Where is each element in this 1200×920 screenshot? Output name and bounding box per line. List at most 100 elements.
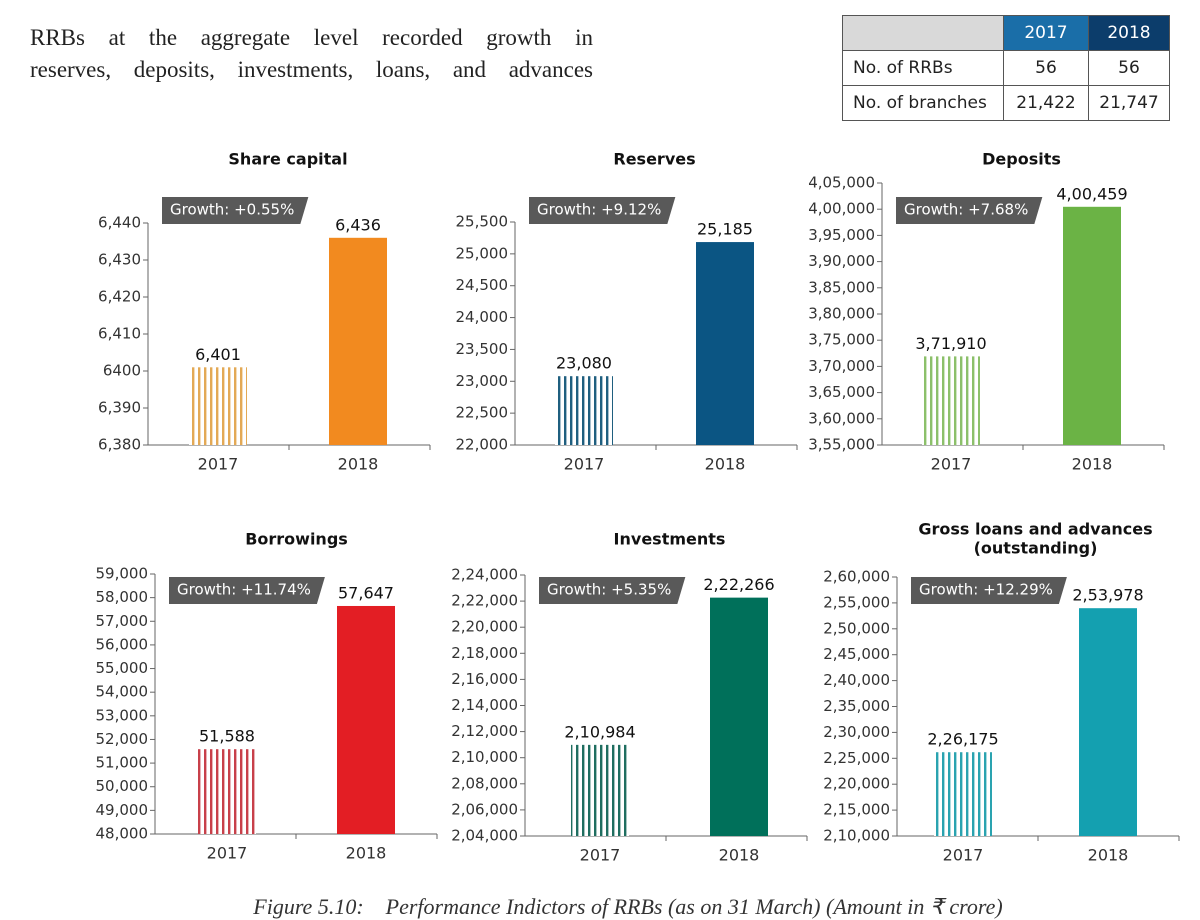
annotation-box xyxy=(529,197,676,224)
caption-label: Figure 5.10: xyxy=(253,894,364,919)
y-tick-label: 2,25,000 xyxy=(823,749,890,767)
value-label: 2,26,175 xyxy=(927,730,998,749)
y-tick-label: 2,15,000 xyxy=(823,801,890,819)
value-label: 57,647 xyxy=(338,583,394,602)
chart-title: Reserves xyxy=(613,150,695,169)
y-tick-label: 6400 xyxy=(103,362,141,380)
y-tick-label: 2,55,000 xyxy=(823,593,890,611)
y-tick-label: 4,05,000 xyxy=(808,174,875,192)
chart-title: Deposits xyxy=(982,150,1061,169)
annotation-box xyxy=(162,197,309,224)
value-label: 3,71,910 xyxy=(915,334,986,353)
x-tick-label: 2018 xyxy=(338,455,379,474)
y-tick-label: 2,50,000 xyxy=(823,619,890,637)
y-tick-label: 25,500 xyxy=(456,213,509,231)
chart-title: (outstanding) xyxy=(974,539,1098,558)
y-tick-label: 57,000 xyxy=(96,612,149,630)
caption-text: Performance Indictors of RRBs (as on 31 … xyxy=(385,894,1003,919)
y-tick-label: 2,10,000 xyxy=(451,748,518,766)
bar xyxy=(934,752,992,836)
bar xyxy=(696,242,754,445)
value-label: 51,588 xyxy=(199,727,255,746)
y-tick-label: 2,24,000 xyxy=(451,566,518,584)
x-tick-label: 2017 xyxy=(207,844,248,863)
value-label: 2,53,978 xyxy=(1072,586,1143,605)
y-tick-label: 2,45,000 xyxy=(823,645,890,663)
annotation-box xyxy=(911,577,1067,604)
header-cell: 2018 xyxy=(1088,15,1170,51)
paragraph-line: RRBs at the aggregate level recorded gro… xyxy=(30,25,593,50)
y-tick-label: 6,430 xyxy=(98,251,141,269)
y-tick-label: 49,000 xyxy=(96,801,149,819)
y-tick-label: 24,500 xyxy=(456,276,509,294)
y-tick-label: 3,80,000 xyxy=(808,305,875,323)
y-tick-label: 3,75,000 xyxy=(808,331,875,349)
x-tick-label: 2017 xyxy=(564,455,605,474)
bar xyxy=(922,356,980,445)
chart-title: Borrowings xyxy=(245,530,348,549)
y-tick-label: 23,000 xyxy=(456,372,509,390)
y-tick-label: 6,440 xyxy=(98,214,141,232)
value-label: 2,22,266 xyxy=(703,575,774,594)
y-tick-label: 2,10,000 xyxy=(823,827,890,845)
annotation: Growth: +0.55% xyxy=(170,201,294,219)
header-cell: 2017 xyxy=(1003,15,1089,51)
annotation: Growth: +7.68% xyxy=(904,201,1028,219)
row-label: No. of RRBs xyxy=(842,50,1004,86)
y-tick-label: 2,08,000 xyxy=(451,774,518,792)
y-tick-label: 3,70,000 xyxy=(808,357,875,375)
x-tick-label: 2017 xyxy=(580,846,621,865)
y-tick-label: 4,00,000 xyxy=(808,200,875,218)
annotation-box xyxy=(539,577,686,604)
annotation: Growth: +11.74% xyxy=(177,581,311,599)
y-tick-label: 2,40,000 xyxy=(823,671,890,689)
y-tick-label: 3,65,000 xyxy=(808,383,875,401)
y-tick-label: 54,000 xyxy=(96,683,149,701)
x-tick-label: 2017 xyxy=(931,455,972,474)
y-tick-label: 2,14,000 xyxy=(451,696,518,714)
y-tick-label: 2,12,000 xyxy=(451,722,518,740)
bar xyxy=(1079,608,1137,836)
value-label: 6,436 xyxy=(335,215,381,234)
value-label: 25,185 xyxy=(697,220,753,239)
x-tick-label: 2018 xyxy=(1072,455,1113,474)
header-cell xyxy=(842,15,1004,51)
chart-title: Gross loans and advances xyxy=(918,520,1152,539)
y-tick-label: 2,60,000 xyxy=(823,568,890,586)
y-tick-label: 2,04,000 xyxy=(451,827,518,845)
y-tick-label: 2,16,000 xyxy=(451,670,518,688)
y-tick-label: 51,000 xyxy=(96,754,149,772)
y-tick-label: 3,55,000 xyxy=(808,436,875,454)
y-tick-label: 50,000 xyxy=(96,777,149,795)
y-tick-label: 2,30,000 xyxy=(823,723,890,741)
y-tick-label: 24,000 xyxy=(456,308,509,326)
chart-title: Investments xyxy=(614,530,726,549)
x-tick-label: 2017 xyxy=(943,846,984,865)
x-tick-label: 2018 xyxy=(346,844,387,863)
y-tick-label: 48,000 xyxy=(96,825,149,843)
bar xyxy=(555,376,613,445)
bar xyxy=(571,744,629,836)
cell: 56 xyxy=(1088,50,1170,86)
bar xyxy=(198,749,256,834)
y-tick-label: 3,90,000 xyxy=(808,252,875,270)
annotation-box xyxy=(169,577,325,604)
y-tick-label: 59,000 xyxy=(96,565,149,583)
y-tick-label: 52,000 xyxy=(96,730,149,748)
paragraph-line: reserves, deposits, investments, loans, … xyxy=(30,57,593,82)
x-tick-label: 2018 xyxy=(705,455,746,474)
chart-title: Share capital xyxy=(228,150,347,169)
value-label: 2,10,984 xyxy=(564,722,635,741)
x-tick-label: 2018 xyxy=(719,846,760,865)
y-tick-label: 58,000 xyxy=(96,588,149,606)
y-tick-label: 55,000 xyxy=(96,659,149,677)
paragraph: RRBs at the aggregate level recorded gro… xyxy=(30,22,593,86)
y-tick-label: 3,95,000 xyxy=(808,226,875,244)
bar xyxy=(710,597,768,836)
x-tick-label: 2018 xyxy=(1088,846,1129,865)
y-tick-label: 2,06,000 xyxy=(451,800,518,818)
annotation: Growth: +9.12% xyxy=(537,201,661,219)
y-tick-label: 2,35,000 xyxy=(823,697,890,715)
bar xyxy=(329,237,387,445)
